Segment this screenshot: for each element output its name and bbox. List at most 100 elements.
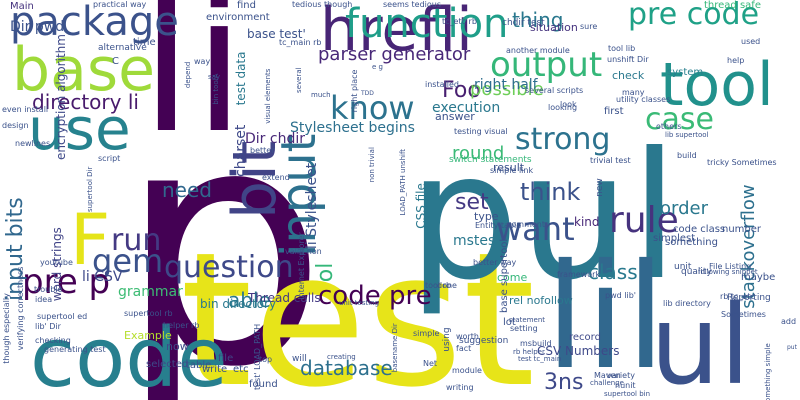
cloud-word: Net: [423, 359, 438, 368]
cloud-word: utility classes: [616, 95, 671, 104]
cloud-word: find: [237, 0, 256, 11]
cloud-word: Internet Explorer: [297, 232, 306, 300]
cloud-word: result: [493, 161, 525, 174]
cloud-word: rule: [609, 200, 679, 241]
cloud-word: module: [452, 366, 482, 375]
cloud-word: environment: [206, 12, 270, 23]
cloud-word: lil: [545, 233, 666, 400]
cloud-word: msbuild: [520, 339, 552, 348]
cloud-word: following snippet: [698, 268, 758, 276]
cloud-word: stackoverflow: [738, 184, 759, 309]
cloud-word: right half: [474, 77, 538, 93]
cloud-word: fact: [456, 344, 472, 353]
cloud-word: Maven: [594, 371, 621, 380]
cloud-word: look: [560, 100, 577, 109]
cloud-word: LOAD_PATH unshift: [399, 148, 407, 216]
cloud-word: rb tc_etc: [720, 292, 755, 301]
cloud-word: another module: [506, 46, 570, 55]
cloud-word: even install: [2, 105, 49, 114]
cloud-word: youtube: [40, 258, 73, 267]
cloud-word: done: [437, 281, 457, 290]
cloud-word: bin directory: [200, 297, 277, 311]
cloud-word: code class: [673, 224, 726, 235]
cloud-word: grammar: [118, 284, 183, 300]
cloud-word: say: [208, 73, 221, 81]
cloud-word: testing visual: [454, 127, 508, 136]
cloud-word: gem: [92, 242, 164, 280]
cloud-word: unit testing: [339, 299, 380, 307]
cloud-word: several scripts: [525, 86, 584, 95]
cloud-word: variety: [607, 371, 635, 380]
cloud-word: hrefli: [320, 0, 473, 65]
cloud-word: tc_main rb: [279, 38, 322, 47]
cloud-word: File Listing: [709, 262, 752, 271]
cloud-word: base: [12, 35, 156, 105]
cloud-word: suggestion: [459, 336, 509, 346]
cloud-word: tricky Sometimes: [707, 158, 777, 167]
cloud-word: framework: [557, 270, 601, 279]
cloud-word: tool lib: [608, 44, 636, 53]
cloud-word: valid non: [285, 247, 322, 256]
cloud-word: database: [300, 356, 393, 380]
cloud-word: answer: [435, 110, 475, 123]
cloud-word: will: [292, 354, 307, 364]
cloud-word: something: [665, 237, 718, 248]
cloud-word: something simple: [764, 343, 772, 400]
cloud-word: F: [70, 199, 111, 281]
cloud-word: 3ns: [544, 370, 584, 395]
cloud-word: visual elements: [264, 68, 272, 124]
cloud-word: depend: [184, 61, 192, 89]
cloud-word: check: [612, 69, 645, 82]
cloud-word: right place: [350, 69, 359, 113]
cloud-word: idea: [35, 295, 53, 304]
cloud-word: pwd lib': [605, 291, 636, 300]
cloud-word: simplest: [653, 233, 696, 244]
cloud-word: CSV Numbers: [537, 344, 620, 358]
cloud-word: quality: [681, 267, 712, 277]
cloud-word: function: [345, 1, 509, 47]
cloud-word: e g: [372, 63, 383, 71]
cloud-word: statement: [509, 316, 546, 324]
cloud-word: case: [645, 102, 714, 137]
cloud-word: design: [2, 121, 29, 130]
cloud-word: script: [98, 154, 121, 163]
cloud-word: ul: [650, 281, 751, 400]
cloud-word: test: [180, 212, 536, 400]
cloud-word: test data: [234, 51, 248, 106]
cloud-word: Dir chdir: [245, 131, 305, 147]
cloud-word: set: [455, 190, 489, 215]
cloud-word: comment: [507, 220, 546, 229]
cloud-word: write: [202, 364, 228, 375]
cloud-word: creating: [327, 353, 356, 361]
cloud-word: practical way: [93, 0, 147, 9]
cloud-word: question: [164, 250, 294, 285]
cloud-word: type: [474, 210, 499, 223]
cloud-word: li Stylesheet: [304, 162, 320, 250]
cloud-word: directory li: [32, 90, 139, 114]
cloud-word: Dir pwd: [10, 19, 65, 35]
cloud-word: strong: [515, 122, 611, 157]
cloud-word: better way: [473, 258, 517, 267]
cloud-word: unshift Dir: [607, 55, 649, 64]
cloud-word: pul: [408, 116, 679, 319]
cloud-word: code: [30, 311, 228, 400]
cloud-word: run: [111, 223, 162, 258]
cloud-word: first: [604, 106, 624, 117]
cloud-word: newlines: [15, 139, 51, 148]
cloud-word: Thread calls: [248, 291, 321, 305]
cloud-word: output: [490, 45, 603, 85]
cloud-word: non trivial: [368, 147, 376, 183]
cloud-word: generating test: [44, 345, 106, 354]
cloud-word: put: [787, 344, 797, 351]
cloud-word: p: [118, 55, 328, 400]
cloud-word: situation: [530, 21, 578, 34]
cloud-word: setting: [510, 324, 538, 333]
cloud-word: supertool Dir: [86, 166, 94, 213]
cloud-word: found: [249, 379, 278, 390]
cloud-word: supertool ed: [37, 312, 88, 321]
cloud-word: parser generator: [318, 44, 471, 65]
cloud-word: lib supertool: [665, 131, 709, 139]
cloud-word: time: [133, 37, 156, 48]
cloud-word: used: [741, 37, 761, 46]
cloud-word: rel nofollow: [509, 294, 573, 307]
